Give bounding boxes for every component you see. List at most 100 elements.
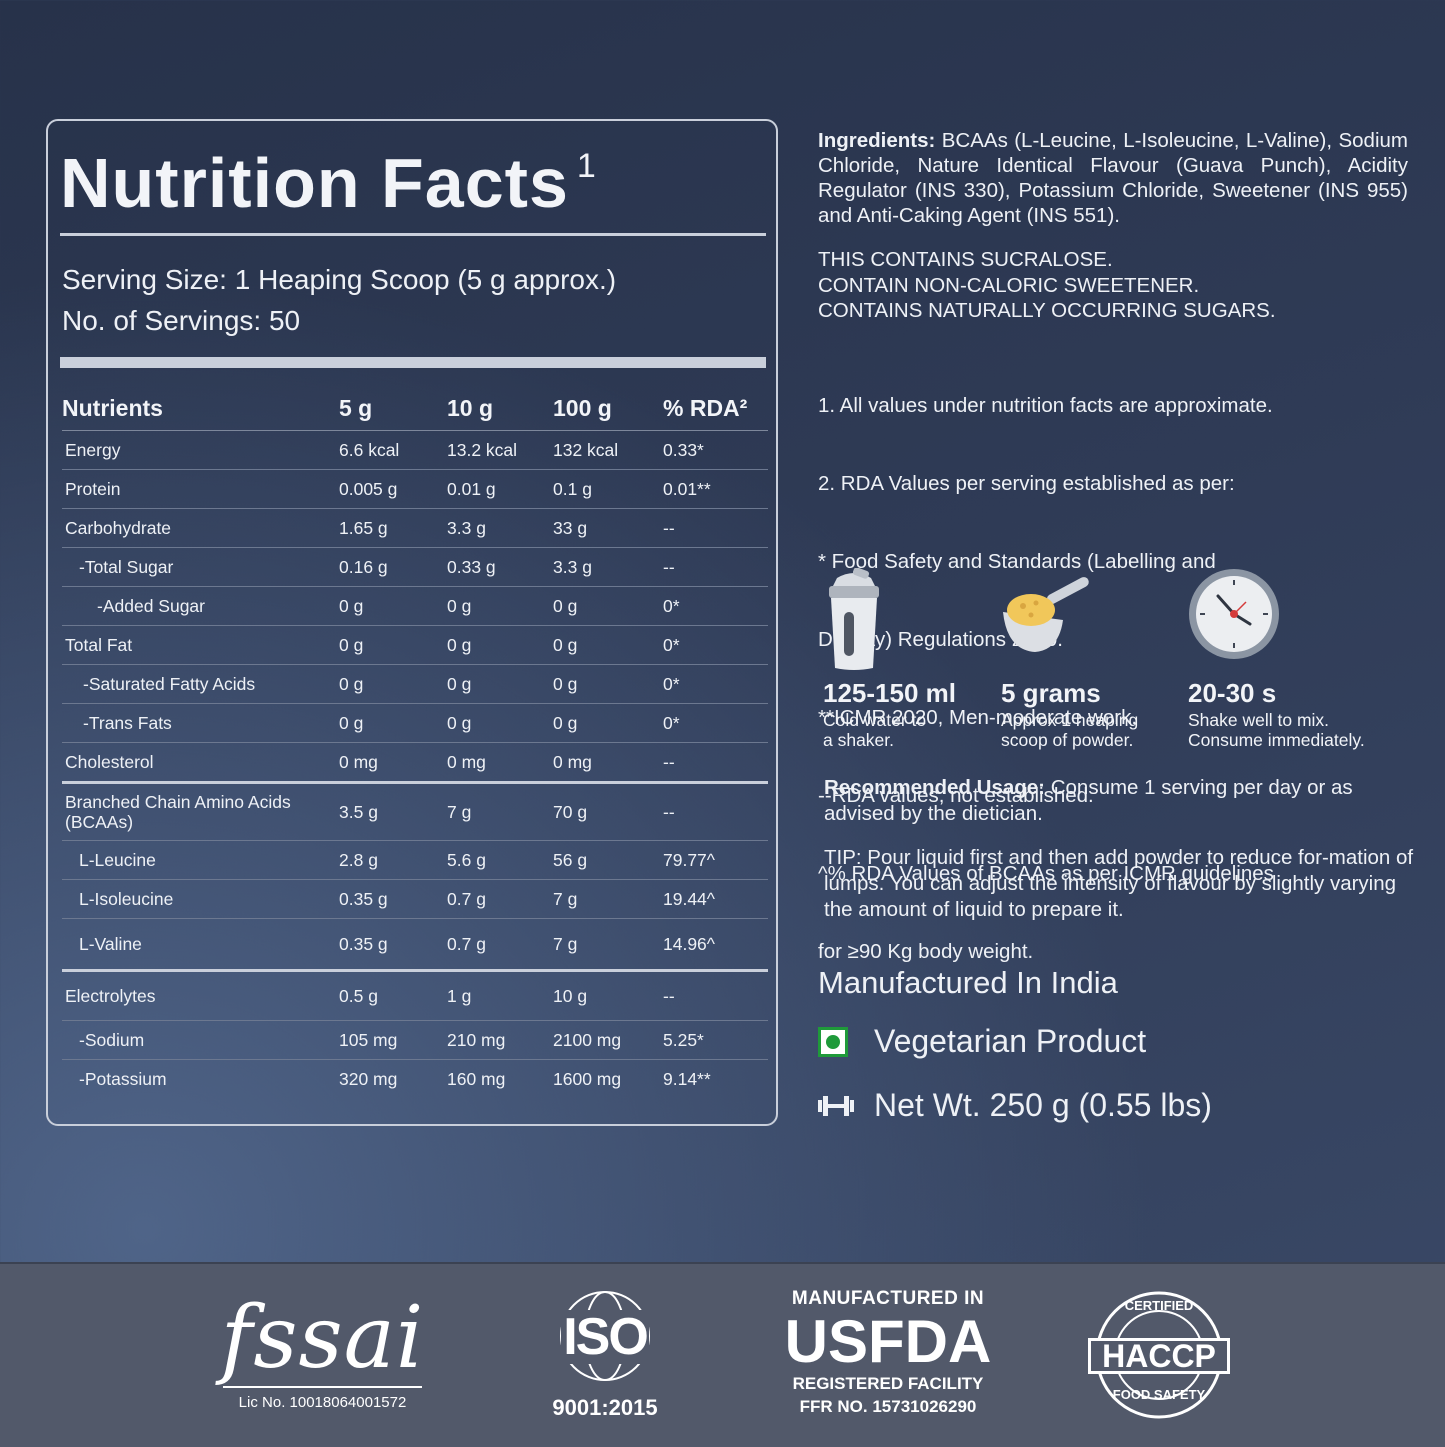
value-100g: 2100 mg [553, 1020, 663, 1060]
veg-mark-icon [818, 1026, 848, 1057]
servings-count: No. of Servings: 50 [62, 305, 301, 336]
certifications-footer: fssai Lic No. 10018064001572 ISO 9001:20… [0, 1262, 1445, 1447]
manufactured-in: Manufactured In India [818, 965, 1118, 1000]
nutrient-name: -Added Sugar [62, 586, 339, 626]
nutrient-name: L-Isoleucine [62, 879, 339, 919]
value-rda: 0.01** [663, 469, 768, 509]
value-100g: 7 g [553, 879, 663, 919]
value-100g: 0 g [553, 703, 663, 743]
scoop-icon [1003, 577, 1089, 652]
note-line: --RDA values, not established. [818, 784, 1094, 807]
nutrient-name: -Total Sugar [62, 547, 339, 587]
value-5g: 2.8 g [339, 840, 447, 880]
value-rda: 5.25* [663, 1020, 768, 1060]
value-100g: 0 g [553, 625, 663, 665]
usage-text: Consume 1 serving per day or as advised … [824, 776, 1353, 825]
value-rda: 0* [663, 586, 768, 626]
value-10g: 7 g [447, 781, 553, 841]
table-row: -Potassium 320 mg 160 mg 1600 mg 9.14** [62, 1060, 768, 1099]
nutrient-name: Protein [62, 469, 339, 509]
value-100g: 70 g [553, 781, 663, 841]
header-100g: 100 g [553, 386, 663, 431]
note-line: 2. RDA Values per serving established as… [818, 472, 1235, 495]
table-row: Protein 0.005 g 0.01 g 0.1 g 0.01** [62, 469, 768, 509]
title-rule [60, 233, 766, 236]
value-rda: 14.96^ [663, 933, 716, 954]
fssai-logo: fssai [220, 1288, 425, 1388]
value-5g: 0.005 g [339, 469, 447, 509]
nutrient-name: -Saturated Fatty Acids [62, 664, 339, 704]
value-10g: 0.7 g [447, 879, 553, 919]
value-5g: 0 g [339, 586, 447, 626]
value-100g: 132 kcal [553, 430, 663, 470]
nutrient-name: Carbohydrate [62, 508, 339, 548]
step-title: 20-30 s [1188, 678, 1277, 708]
step-title: 125-150 ml [823, 678, 956, 708]
value-rda: 0* [663, 625, 768, 665]
value-5g: 3.5 g [339, 781, 447, 841]
value-10g: 0 g [447, 586, 553, 626]
nutrient-name: -Trans Fats [62, 703, 339, 743]
step-shake: 20-30 s Shake well to mix. Consume immedi… [1188, 568, 1365, 750]
nutrition-table: Nutrients 5 g 10 g 100 g % RDA² Energy 6.… [62, 386, 768, 1098]
value-10g: 0 g [447, 625, 553, 665]
value-5g: 0.35 g [339, 879, 447, 919]
value-5g: 0 g [339, 664, 447, 704]
warnings: THIS CONTAINS SUCRALOSE. CONTAIN NON-CAL… [818, 247, 1408, 324]
value-10g: 5.6 g [447, 840, 553, 880]
value-5g: 0 mg [339, 751, 378, 772]
vegetarian-text: Vegetarian Product [874, 1023, 1147, 1059]
step-title: 5 grams [1001, 678, 1101, 708]
value-10g: 160 mg [447, 1068, 506, 1089]
value-rda: -- [663, 547, 768, 587]
nutrient-name: -Potassium [79, 1068, 167, 1089]
header-rda: % RDA² [663, 386, 768, 431]
usfda-top: MANUFACTURED IN [791, 1288, 985, 1309]
value-5g: 320 mg [339, 1068, 398, 1089]
note-line: **ICMR 2020, Men-moderate work. [818, 706, 1138, 729]
warning-line: THIS CONTAINS SUCRALOSE. [818, 248, 1113, 271]
value-rda: 0* [663, 664, 768, 704]
nutrient-name: Total Fat [62, 625, 339, 665]
iso-badge: ISO 9001:2015 [540, 1288, 670, 1420]
value-rda: 0* [663, 703, 768, 743]
vegetarian-line: Vegetarian Product [818, 1023, 1408, 1060]
fssai-license: Lic No. 10018064001572 [238, 1394, 407, 1411]
warning-line: CONTAIN NON-CALORIC SWEETENER. [818, 273, 1200, 297]
ingredients-text: BCAAs (L-Leucine, L-Isoleucine, L-Valine… [818, 129, 1408, 227]
nutrient-name: L-Valine [79, 933, 142, 954]
header-5g: 5 g [339, 386, 447, 431]
table-header: Nutrients 5 g 10 g 100 g % RDA² [62, 386, 768, 431]
value-100g: 7 g [553, 933, 578, 954]
value-100g: 33 g [553, 508, 663, 548]
value-10g: 1 g [447, 969, 553, 1021]
value-rda: 79.77^ [663, 840, 768, 880]
value-100g: 3.3 g [553, 547, 663, 587]
net-weight-text: Net Wt. 250 g (0.55 lbs) [874, 1087, 1212, 1123]
thick-rule [60, 357, 766, 368]
value-5g: 6.6 kcal [339, 430, 447, 470]
table-row: -Total Sugar 0.16 g 0.33 g 3.3 g -- [62, 547, 768, 587]
nutrient-name: Energy [62, 430, 339, 470]
value-5g: 0.5 g [339, 969, 447, 1021]
usfda-ffr: FFR NO. 15731026290 [799, 1397, 977, 1416]
value-100g: 10 g [553, 969, 663, 1021]
net-weight-line: Net Wt. 250 g (0.55 lbs) [818, 1087, 1408, 1124]
warning-line: CONTAINS NATURALLY OCCURRING SUGARS. [818, 299, 1276, 322]
clock-icon [1189, 569, 1279, 659]
value-100g: 56 g [553, 840, 663, 880]
value-100g: 0 g [553, 586, 663, 626]
value-rda: -- [663, 508, 768, 548]
nutrient-name: Electrolytes [62, 969, 339, 1021]
step-desc: Shake well to mix. Consume immediately. [1188, 710, 1365, 750]
value-rda: 9.14** [663, 1068, 711, 1089]
value-10g: 0 g [447, 664, 553, 704]
value-100g: 0.1 g [553, 469, 663, 509]
value-5g: 0.35 g [339, 933, 388, 954]
